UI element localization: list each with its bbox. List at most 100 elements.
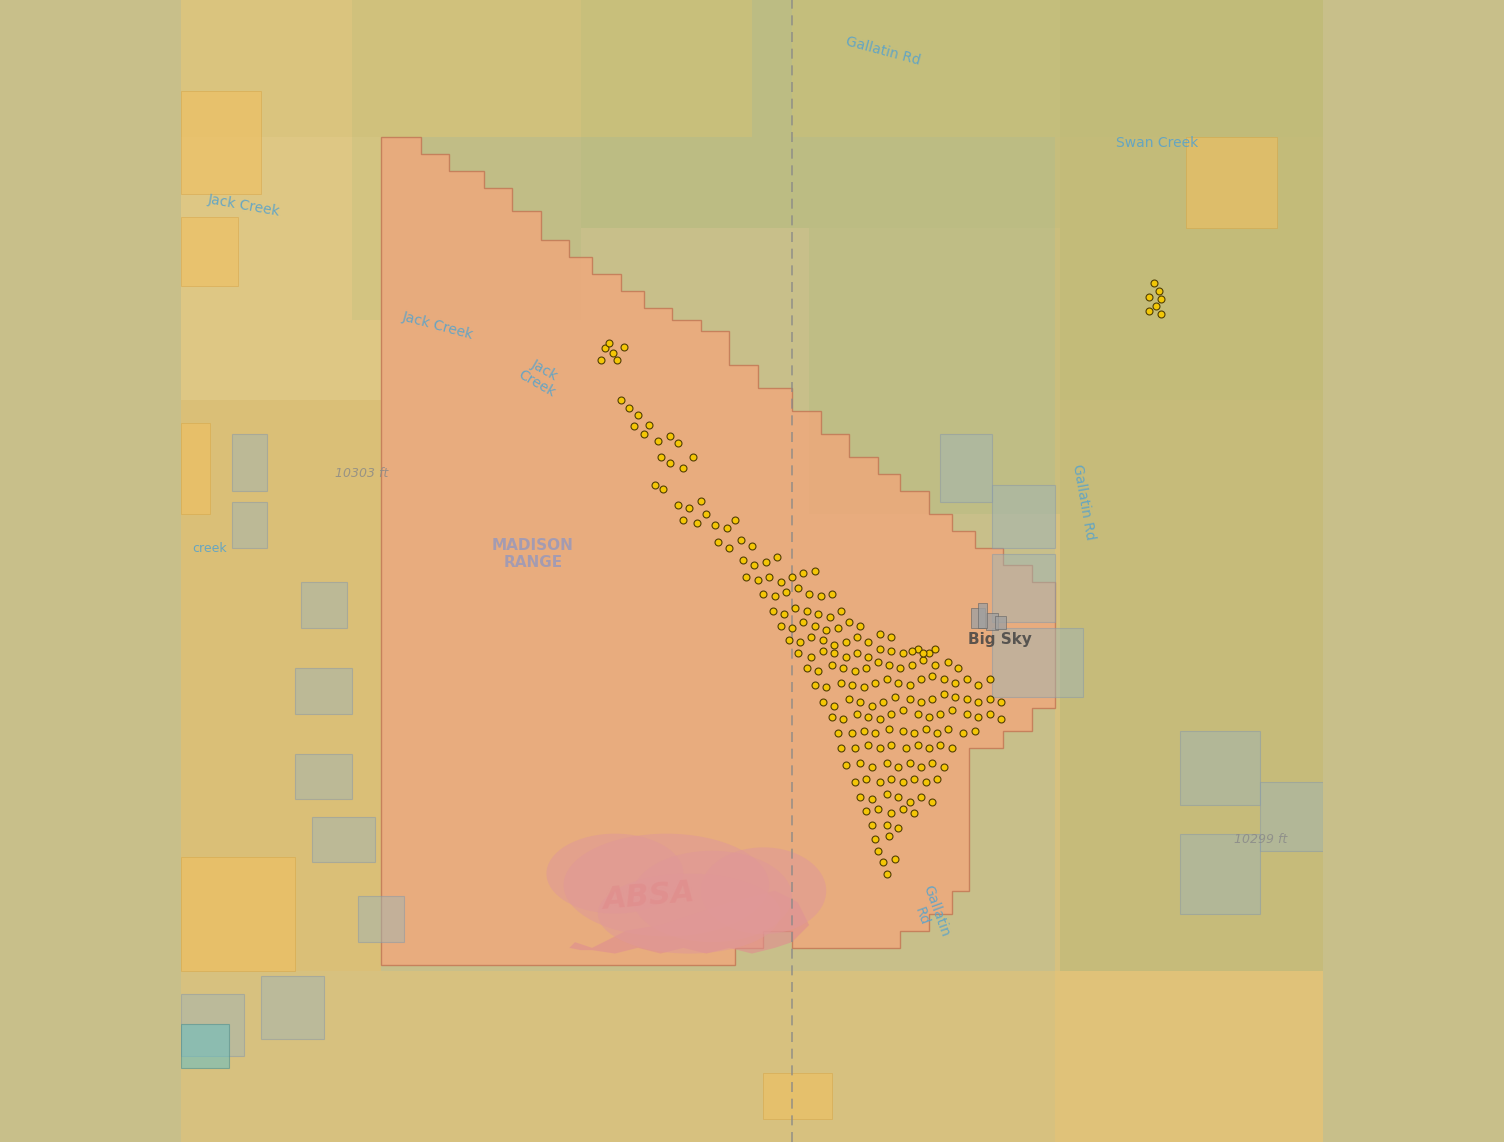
Bar [180,91,260,194]
Point [714,518,738,537]
Point [978,690,1002,708]
Text: Jack
Creek: Jack Creek [516,354,566,400]
Polygon shape [1054,137,1324,971]
Point [638,416,662,434]
Point [886,788,910,806]
Point [806,605,830,624]
Point [841,676,865,694]
Point [772,605,796,624]
Point [823,697,847,715]
Point [731,550,755,569]
Bar [987,613,997,630]
Point [911,651,935,669]
Point [920,793,945,811]
Point [811,630,835,649]
Bar [233,434,266,491]
Point [666,496,690,514]
Point [734,568,758,586]
Point [875,815,899,834]
Point [728,531,752,549]
Point [886,758,910,777]
Point [854,659,878,677]
Point [951,724,975,742]
Point [877,827,901,845]
Bar [1260,782,1324,851]
Polygon shape [1060,0,1324,400]
Text: creek: creek [193,541,227,555]
Point [623,417,647,435]
Point [803,562,827,580]
Point [612,338,636,356]
Ellipse shape [564,834,769,936]
Point [1142,274,1166,292]
Point [746,571,770,589]
Point [908,788,932,806]
Point [833,648,857,666]
Point [845,644,869,662]
Polygon shape [809,228,1060,514]
Point [851,678,875,697]
Point [695,505,719,523]
Point [854,770,878,788]
Point [600,344,624,362]
Point [851,722,875,740]
Point [883,850,907,868]
Point [943,674,967,692]
Point [1137,301,1161,320]
Point [860,697,884,715]
Point [898,676,922,694]
Point [946,659,970,677]
Point [863,674,887,692]
Point [877,719,901,738]
Point [866,799,890,818]
Point [743,556,767,574]
Point [1137,288,1161,306]
Polygon shape [180,137,381,400]
Point [922,640,946,658]
Point [769,573,793,592]
Point [781,568,805,586]
Polygon shape [793,0,1324,137]
Point [642,476,666,494]
Point [932,685,957,703]
Point [966,676,990,694]
Point [848,754,872,772]
Point [803,617,827,635]
Point [761,602,785,620]
Point [928,735,952,754]
Point [899,656,923,674]
Point [686,514,710,532]
Point [920,754,945,772]
Point [917,644,942,662]
Point [937,719,961,738]
Point [1149,290,1173,308]
Text: Gallatin Rd: Gallatin Rd [1069,464,1096,541]
Bar [180,856,295,971]
Point [823,644,847,662]
Point [797,585,821,603]
Point [814,678,838,697]
Point [763,587,787,605]
Point [657,453,681,472]
Point [868,640,892,658]
Point [593,339,617,357]
Text: Big Sky: Big Sky [969,632,1032,648]
Bar [1187,137,1277,228]
Text: ABSA: ABSA [602,878,696,915]
Point [820,656,844,674]
Point [723,510,747,529]
Point [902,724,926,742]
Point [917,708,942,726]
Point [848,788,872,806]
Bar [764,1073,832,1119]
Point [868,739,892,757]
Point [848,693,872,711]
Point [818,608,842,626]
Point [877,656,901,674]
Point [666,434,690,452]
Point [671,510,695,529]
Point [803,676,827,694]
Point [766,548,790,566]
Text: 10299 ft: 10299 ft [1233,833,1287,846]
Point [809,587,833,605]
